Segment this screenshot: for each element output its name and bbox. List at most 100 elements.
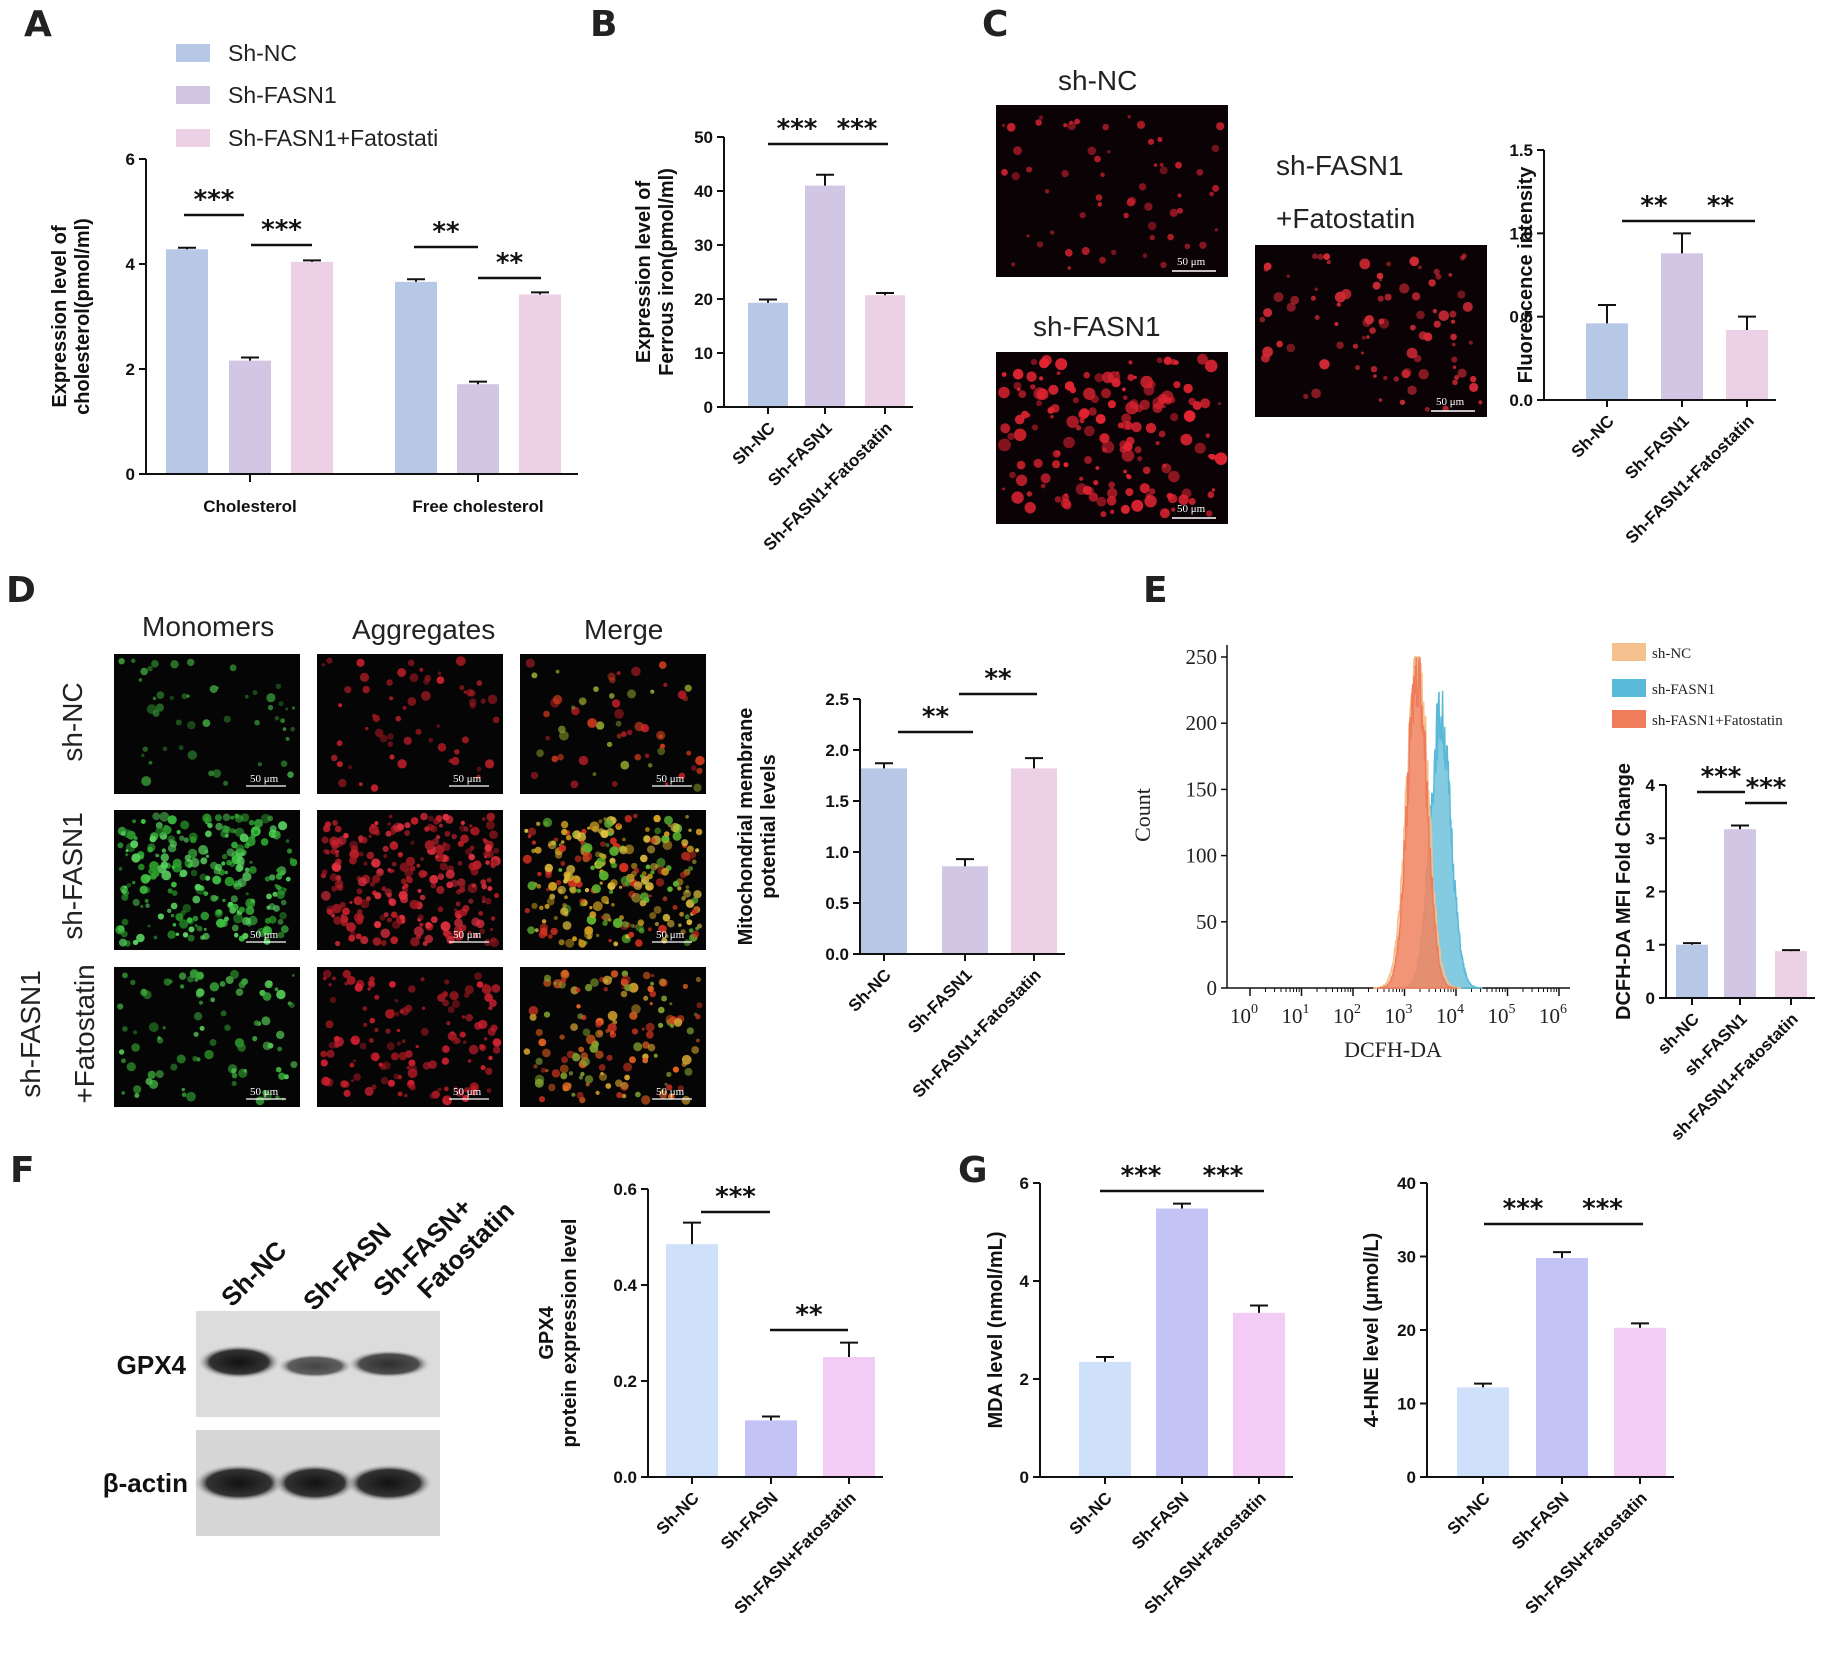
cell bbox=[353, 1073, 361, 1081]
cell bbox=[214, 814, 222, 822]
cell bbox=[386, 917, 392, 923]
cell bbox=[610, 970, 619, 978]
cell bbox=[1401, 369, 1411, 379]
cell bbox=[1263, 308, 1273, 318]
cell bbox=[589, 906, 593, 910]
cell bbox=[342, 907, 350, 916]
cell bbox=[1121, 413, 1132, 424]
cell bbox=[485, 1067, 493, 1076]
cell bbox=[1311, 388, 1321, 399]
cell bbox=[404, 868, 414, 878]
cell bbox=[446, 881, 454, 889]
cell bbox=[331, 862, 342, 872]
cell bbox=[638, 927, 645, 934]
cell bbox=[222, 825, 230, 833]
cell bbox=[348, 765, 352, 770]
cell bbox=[681, 896, 686, 901]
cell bbox=[409, 673, 419, 683]
cell bbox=[683, 939, 691, 947]
micrograph-d-dots bbox=[320, 969, 502, 1106]
blot-lane-sh-nc: Sh-NC bbox=[215, 1235, 293, 1313]
cell bbox=[406, 876, 413, 884]
cell bbox=[680, 871, 687, 879]
panel-label-g: G bbox=[958, 1150, 988, 1191]
cell bbox=[436, 676, 445, 684]
cell bbox=[125, 849, 129, 853]
cell bbox=[349, 1062, 355, 1068]
cell bbox=[148, 760, 153, 765]
cell bbox=[280, 925, 289, 933]
cell bbox=[1055, 358, 1068, 371]
cell bbox=[236, 856, 245, 866]
y-tick-label: 0.5 bbox=[825, 894, 849, 913]
cell bbox=[480, 1065, 486, 1071]
cell bbox=[1433, 320, 1441, 328]
cell bbox=[132, 819, 137, 824]
cell bbox=[1149, 488, 1156, 495]
cell bbox=[198, 845, 209, 855]
cell bbox=[543, 1011, 551, 1018]
cell bbox=[241, 978, 249, 985]
cell bbox=[426, 823, 434, 831]
cell bbox=[614, 708, 624, 719]
cell bbox=[542, 1048, 551, 1058]
cell bbox=[1173, 381, 1181, 389]
cell bbox=[437, 1087, 442, 1092]
cell bbox=[686, 919, 693, 926]
cell bbox=[161, 848, 167, 853]
cell bbox=[280, 760, 288, 767]
cell bbox=[560, 1072, 568, 1080]
cell bbox=[1095, 194, 1103, 201]
cell bbox=[272, 891, 278, 897]
cell bbox=[1159, 166, 1168, 175]
cell bbox=[1317, 253, 1324, 260]
cell bbox=[430, 916, 438, 924]
y-tick-label: 4 bbox=[1020, 1272, 1030, 1291]
panel-label-b: B bbox=[590, 4, 617, 45]
cell bbox=[606, 1054, 613, 1061]
cell bbox=[628, 982, 639, 993]
cell bbox=[589, 911, 597, 919]
cell bbox=[659, 743, 666, 749]
cell bbox=[222, 898, 226, 903]
cell bbox=[642, 1041, 650, 1049]
cell bbox=[663, 682, 668, 688]
cell bbox=[656, 857, 666, 868]
cell bbox=[1102, 371, 1114, 384]
cell bbox=[363, 1022, 368, 1027]
y-tick-label: 2 bbox=[126, 360, 135, 379]
cell bbox=[609, 889, 614, 894]
cell bbox=[331, 914, 335, 918]
cell bbox=[609, 693, 615, 699]
cell bbox=[1418, 265, 1422, 270]
cell bbox=[389, 841, 399, 850]
cell bbox=[459, 825, 466, 832]
cell bbox=[648, 894, 652, 898]
x-tick-label: Sh-NC bbox=[845, 965, 895, 1015]
cell bbox=[1133, 375, 1137, 379]
cell bbox=[355, 933, 362, 940]
x-tick-label: Sh-NC bbox=[1066, 1488, 1116, 1538]
cell bbox=[360, 936, 369, 945]
y-tick-label: 0.0 bbox=[825, 945, 849, 964]
significance-stars: *** bbox=[1203, 1161, 1244, 1191]
cell bbox=[688, 928, 694, 933]
cell bbox=[405, 856, 416, 867]
y-tick-label: 6 bbox=[126, 150, 135, 169]
e-x-tick-label: 103 bbox=[1385, 1002, 1413, 1028]
cell bbox=[657, 747, 666, 756]
cell bbox=[571, 832, 575, 836]
y-tick-label: 0 bbox=[1407, 1468, 1416, 1487]
y-tick-label: 40 bbox=[694, 182, 713, 201]
cell bbox=[436, 724, 440, 728]
e-x-tick-label: 102 bbox=[1333, 1002, 1361, 1028]
e-x-tick-exponent: 2 bbox=[1354, 1002, 1361, 1017]
cell bbox=[1359, 258, 1371, 270]
cell bbox=[352, 1059, 356, 1063]
cell bbox=[151, 660, 159, 668]
cell bbox=[1384, 293, 1392, 301]
cell bbox=[578, 1046, 585, 1053]
cell bbox=[592, 772, 597, 776]
panel-label-d: D bbox=[6, 570, 36, 611]
cell bbox=[245, 906, 255, 915]
